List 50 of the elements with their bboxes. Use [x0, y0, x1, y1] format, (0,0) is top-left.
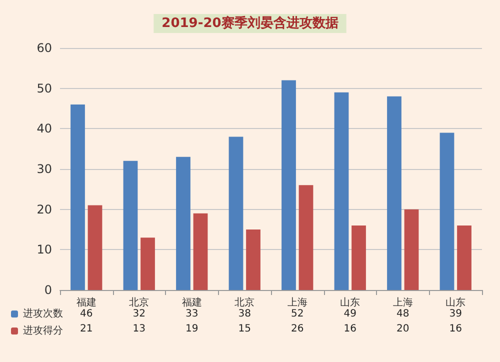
data-label: 39	[449, 308, 462, 320]
bar	[440, 132, 454, 290]
data-label: 46	[80, 308, 93, 320]
bar	[246, 230, 260, 290]
bar	[176, 156, 190, 290]
bar	[228, 136, 244, 290]
data-label: 21	[80, 324, 93, 334]
y-tick-label: 0	[44, 283, 52, 297]
legend-label: 进攻次数	[23, 308, 63, 320]
bar	[404, 209, 419, 290]
data-label: 38	[238, 308, 251, 320]
bar	[387, 96, 402, 290]
bar	[88, 205, 102, 290]
y-tick-label: 60	[36, 41, 52, 55]
data-label: 49	[344, 308, 356, 320]
data-label: 32	[132, 308, 146, 320]
x-tick-label: 山东	[340, 296, 360, 308]
x-tick-label: 福建	[76, 296, 96, 308]
data-label: 26	[291, 324, 304, 334]
data-label: 15	[238, 324, 251, 334]
data-label: 13	[132, 324, 146, 334]
bar	[140, 238, 155, 290]
legend-label: 进攻得分	[23, 324, 63, 336]
x-tick-label: 福建	[182, 296, 202, 308]
bar	[352, 225, 366, 290]
data-label: 48	[396, 308, 410, 320]
data-label: 52	[291, 308, 304, 320]
x-tick-label: 上海	[287, 296, 308, 308]
chart-title: 2019-20赛季刘晏含进攻数据	[162, 15, 338, 31]
y-tick-label: 10	[36, 242, 52, 257]
bar	[457, 225, 472, 290]
bar	[70, 104, 85, 290]
y-tick-label: 50	[36, 81, 52, 96]
x-tick-label: 北京	[129, 296, 150, 308]
x-tick-label: 上海	[392, 296, 413, 308]
bar	[298, 185, 314, 290]
data-label: 20	[396, 324, 410, 334]
bar	[193, 213, 208, 290]
data-label: 16	[344, 324, 356, 334]
bar	[282, 80, 296, 290]
x-tick-label: 北京	[234, 296, 255, 308]
y-tick-label: 40	[36, 122, 52, 136]
x-tick-label: 山东	[446, 296, 466, 308]
data-label: 19	[186, 324, 198, 334]
data-label: 16	[449, 324, 462, 334]
y-tick-label: 30	[36, 162, 52, 176]
data-label: 33	[186, 308, 198, 320]
y-tick-label: 20	[36, 202, 52, 216]
bar	[123, 160, 138, 290]
bar	[334, 92, 349, 290]
